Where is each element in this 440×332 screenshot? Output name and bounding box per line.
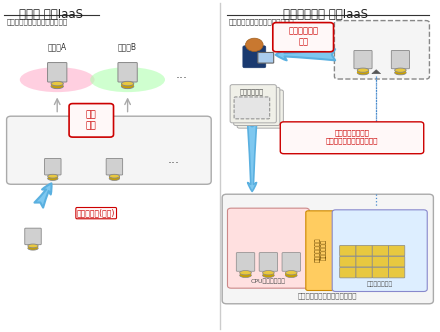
- Text: 利用者B: 利用者B: [118, 42, 137, 51]
- Circle shape: [246, 38, 263, 51]
- Ellipse shape: [109, 177, 120, 180]
- Polygon shape: [372, 70, 381, 74]
- FancyBboxPatch shape: [332, 210, 427, 291]
- FancyBboxPatch shape: [334, 21, 429, 79]
- Ellipse shape: [242, 116, 248, 118]
- Bar: [263, 273, 274, 275]
- Ellipse shape: [357, 71, 369, 75]
- Ellipse shape: [286, 271, 297, 275]
- Bar: [121, 84, 134, 86]
- FancyBboxPatch shape: [391, 50, 410, 69]
- Ellipse shape: [254, 115, 260, 117]
- Bar: [51, 84, 63, 86]
- FancyBboxPatch shape: [340, 256, 356, 267]
- Ellipse shape: [395, 71, 406, 75]
- Ellipse shape: [357, 68, 369, 72]
- FancyBboxPatch shape: [356, 245, 372, 256]
- FancyBboxPatch shape: [389, 245, 405, 256]
- Ellipse shape: [263, 273, 274, 278]
- FancyBboxPatch shape: [44, 158, 61, 175]
- FancyBboxPatch shape: [372, 267, 389, 278]
- Text: 物理サーバを利用者ごとで提供: 物理サーバを利用者ごとで提供: [7, 18, 68, 25]
- Text: ...: ...: [167, 153, 179, 166]
- FancyBboxPatch shape: [69, 104, 114, 137]
- FancyBboxPatch shape: [259, 253, 278, 271]
- FancyBboxPatch shape: [372, 256, 389, 267]
- FancyBboxPatch shape: [236, 253, 255, 271]
- FancyBboxPatch shape: [230, 85, 276, 123]
- FancyBboxPatch shape: [222, 194, 433, 304]
- Text: 手動で構築(数日): 手動で構築(数日): [77, 208, 115, 218]
- FancyBboxPatch shape: [340, 267, 356, 278]
- FancyBboxPatch shape: [25, 228, 41, 245]
- FancyBboxPatch shape: [227, 208, 309, 288]
- FancyBboxPatch shape: [372, 245, 389, 256]
- Ellipse shape: [286, 273, 297, 278]
- Text: 資源プール化アーキテクチャー: 資源プール化アーキテクチャー: [298, 292, 358, 299]
- Bar: [357, 70, 369, 73]
- FancyBboxPatch shape: [340, 245, 356, 256]
- FancyBboxPatch shape: [252, 105, 262, 115]
- Bar: [240, 273, 251, 275]
- Text: オンデマンド
提供: オンデマンド 提供: [288, 27, 318, 46]
- Ellipse shape: [51, 84, 63, 89]
- Text: 固定
割当: 固定 割当: [86, 111, 96, 130]
- Ellipse shape: [240, 271, 251, 275]
- FancyBboxPatch shape: [234, 97, 270, 119]
- Ellipse shape: [121, 84, 134, 89]
- FancyBboxPatch shape: [356, 256, 372, 267]
- Ellipse shape: [242, 115, 248, 117]
- Text: 物理サーバを動的に構成して提供: 物理サーバを動的に構成して提供: [229, 18, 294, 25]
- Text: 新技術による 物理IaaS: 新技術による 物理IaaS: [283, 8, 368, 21]
- FancyBboxPatch shape: [356, 267, 372, 278]
- Ellipse shape: [109, 174, 120, 178]
- FancyBboxPatch shape: [389, 256, 405, 267]
- Bar: [48, 176, 58, 179]
- Ellipse shape: [48, 177, 58, 180]
- FancyBboxPatch shape: [243, 46, 266, 68]
- FancyBboxPatch shape: [282, 253, 301, 271]
- Bar: [286, 273, 297, 275]
- Text: 利用者A: 利用者A: [48, 42, 67, 51]
- Ellipse shape: [254, 116, 260, 118]
- Ellipse shape: [121, 81, 134, 86]
- FancyBboxPatch shape: [306, 211, 336, 290]
- FancyBboxPatch shape: [237, 90, 283, 128]
- FancyBboxPatch shape: [258, 52, 274, 63]
- FancyBboxPatch shape: [234, 87, 280, 125]
- FancyBboxPatch shape: [354, 50, 372, 69]
- Ellipse shape: [90, 67, 165, 92]
- Ellipse shape: [240, 273, 251, 278]
- Ellipse shape: [20, 67, 95, 92]
- Text: システム構成: システム構成: [240, 89, 264, 95]
- Text: 従来の 物理IaaS: 従来の 物理IaaS: [18, 8, 83, 21]
- FancyBboxPatch shape: [280, 122, 424, 154]
- Text: ディスクエリア
ネットワーク: ディスクエリア ネットワーク: [315, 237, 327, 262]
- Ellipse shape: [395, 68, 406, 72]
- Bar: [242, 116, 248, 117]
- Text: 利用者の定義した
物理システムを動的に構成: 利用者の定義した 物理システムを動的に構成: [326, 130, 378, 144]
- Bar: [109, 176, 120, 179]
- Text: CPUメモリプール: CPUメモリプール: [251, 278, 286, 284]
- Ellipse shape: [28, 244, 38, 248]
- FancyBboxPatch shape: [7, 116, 211, 184]
- Bar: [28, 246, 38, 248]
- FancyBboxPatch shape: [239, 105, 250, 115]
- Ellipse shape: [28, 246, 38, 250]
- Text: ...: ...: [176, 68, 188, 81]
- Ellipse shape: [263, 271, 274, 275]
- Bar: [254, 116, 260, 117]
- Ellipse shape: [51, 81, 63, 86]
- FancyBboxPatch shape: [106, 158, 123, 175]
- FancyBboxPatch shape: [48, 62, 67, 82]
- FancyBboxPatch shape: [118, 62, 137, 82]
- Text: ディスクプール: ディスクプール: [367, 282, 393, 287]
- FancyBboxPatch shape: [273, 23, 334, 52]
- FancyBboxPatch shape: [389, 267, 405, 278]
- Bar: [395, 70, 406, 73]
- Ellipse shape: [48, 174, 58, 178]
